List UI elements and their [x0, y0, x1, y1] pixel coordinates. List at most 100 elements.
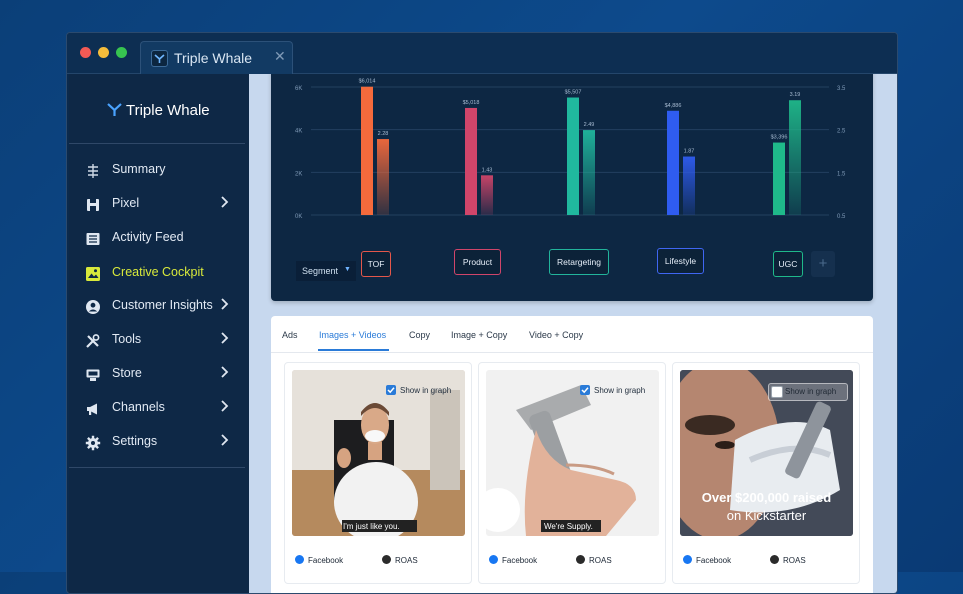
bar-roas [377, 139, 389, 215]
checkbox-checked-icon [580, 385, 590, 395]
roas-icon [576, 555, 585, 564]
tab-ads[interactable]: Ads [282, 330, 298, 340]
user-circle-icon [86, 300, 100, 314]
sidebar: Triple Whale Summary Pixel Activity Feed [69, 74, 249, 593]
sidebar-item-label: Summary [112, 162, 166, 176]
creative-card[interactable]: Over $200,000 raised on Kickstarter Show… [672, 362, 860, 584]
close-window-button[interactable] [80, 47, 91, 58]
creative-headline-line-2: on Kickstarter [726, 508, 807, 523]
sidebar-item-label: Creative Cockpit [112, 265, 204, 279]
sidebar-item-tools[interactable]: Tools [83, 326, 245, 356]
bar-spend [773, 142, 785, 215]
creative-thumbnail[interactable]: I'm just like you. Show in graph [292, 370, 465, 536]
segment-chart-card: 0K 0.5 2K 1.5 4K 2.5 6K 3.5 $6,014 2.28 $5,018 1.43… [271, 74, 873, 301]
sidebar-item-label: Channels [112, 400, 165, 414]
sidebar-item-label: Settings [112, 434, 158, 448]
add-segment-button[interactable]: + [811, 251, 835, 277]
segment-button-product[interactable]: Product [454, 249, 501, 275]
segment-button-ugc[interactable]: UGC [773, 251, 803, 277]
bar-roas [583, 130, 595, 215]
bar-roas [789, 100, 801, 215]
bar-spend [465, 107, 477, 215]
main-content: 0K 0.5 2K 1.5 4K 2.5 6K 3.5 $6,014 2.28 $5,018 1.43… [249, 74, 897, 593]
bar-value-label: 3.19 [790, 92, 801, 98]
creative-image [680, 370, 853, 536]
bar-value-label: $5,507 [565, 90, 582, 96]
segment-button-tof[interactable]: TOF [361, 251, 391, 277]
chevron-right-icon [221, 332, 229, 344]
divider [69, 467, 245, 468]
creative-thumbnail[interactable]: Over $200,000 raised on Kickstarter Show… [680, 370, 853, 536]
y-tick-label-right: 3.5 [837, 86, 846, 92]
segment-button-retargeting[interactable]: Retargeting [549, 249, 609, 275]
show-in-graph-label: Show in graph [785, 387, 837, 396]
triple-whale-logo-icon [151, 50, 168, 67]
sidebar-item-settings[interactable]: Settings [83, 428, 245, 458]
tab-video-copy[interactable]: Video + Copy [529, 330, 584, 340]
bar-value-label: $5,018 [463, 100, 480, 106]
roas-icon [382, 555, 391, 564]
tab-images-videos[interactable]: Images + Videos [319, 330, 387, 340]
creative-card[interactable]: I'm just like you. Show in graph Faceboo… [284, 362, 472, 584]
creative-image [486, 370, 659, 536]
bar-value-label: 1.87 [684, 149, 695, 155]
browser-tab[interactable]: Triple Whale ✕ [140, 41, 293, 74]
creatives-card: Ads Images + Videos Copy Image + Copy Vi… [271, 316, 873, 593]
sidebar-item-channels[interactable]: Channels [83, 394, 245, 424]
show-in-graph-toggle[interactable]: Show in graph [768, 383, 848, 401]
pixel-icon [87, 199, 99, 211]
y-tick-label-left: 0K [295, 214, 302, 220]
y-tick-label-right: 0.5 [837, 214, 846, 220]
video-caption: I'm just like you. [343, 522, 400, 531]
segment-bar-chart: 0K 0.5 2K 1.5 4K 2.5 6K 3.5 $6,014 2.28 $5,018 1.43… [295, 79, 846, 220]
sidebar-item-creative-cockpit[interactable]: Creative Cockpit [83, 259, 245, 289]
sidebar-item-customer-insights[interactable]: Customer Insights [83, 292, 245, 322]
activity-feed-icon [86, 233, 100, 245]
y-tick-label-left: 2K [295, 171, 302, 177]
y-tick-label-right: 2.5 [837, 129, 846, 135]
store-icon [86, 369, 100, 381]
chevron-right-icon [221, 400, 229, 412]
bar-spend [361, 86, 373, 216]
gear-icon [85, 435, 101, 451]
show-in-graph-toggle[interactable]: Show in graph [384, 383, 460, 399]
sidebar-item-label: Tools [112, 332, 142, 346]
bar-spend [667, 110, 679, 215]
checkbox-unchecked-icon [771, 386, 783, 398]
bar-roas [683, 156, 695, 215]
creative-card[interactable]: We're Supply. Show in graph Facebook ROA… [478, 362, 666, 584]
y-tick-label-right: 1.5 [837, 171, 846, 177]
facebook-icon [295, 555, 304, 564]
triple-whale-logo-icon [107, 103, 122, 116]
maximize-window-button[interactable] [116, 47, 127, 58]
title-bar: Triple Whale ✕ [67, 33, 897, 74]
segment-dropdown[interactable]: Segment ▼ [296, 261, 356, 281]
active-tab-indicator [318, 349, 389, 351]
sidebar-item-store[interactable]: Store [83, 360, 245, 390]
close-tab-icon[interactable]: ✕ [274, 48, 286, 64]
bar-value-label: $4,886 [665, 103, 682, 109]
tab-copy[interactable]: Copy [409, 330, 431, 340]
video-caption: We're Supply. [544, 522, 593, 531]
bar-value-label: 2.28 [378, 131, 389, 137]
megaphone-icon [87, 403, 97, 415]
tools-icon [86, 334, 100, 348]
chevron-right-icon [221, 298, 229, 310]
tab-image-copy[interactable]: Image + Copy [451, 330, 508, 340]
minimize-window-button[interactable] [98, 47, 109, 58]
sidebar-item-pixel[interactable]: Pixel [83, 190, 245, 220]
sidebar-item-label: Customer Insights [112, 298, 213, 312]
chevron-right-icon [221, 366, 229, 378]
sidebar-item-activity-feed[interactable]: Activity Feed [83, 224, 245, 254]
y-tick-label-left: 4K [295, 129, 302, 135]
bar-roas [481, 175, 493, 215]
bar-value-label: 1.43 [482, 167, 493, 173]
show-in-graph-label: Show in graph [400, 386, 452, 395]
app-window: Triple Whale ✕ Triple Whale Summary Pixe… [66, 32, 898, 594]
segment-button-lifestyle[interactable]: Lifestyle [657, 248, 704, 274]
bar-value-label: 2.49 [584, 122, 595, 128]
creative-thumbnail[interactable]: We're Supply. Show in graph [486, 370, 659, 536]
show-in-graph-toggle[interactable]: Show in graph [578, 383, 654, 399]
sidebar-item-summary[interactable]: Summary [83, 156, 245, 186]
sidebar-item-label: Store [112, 366, 142, 380]
